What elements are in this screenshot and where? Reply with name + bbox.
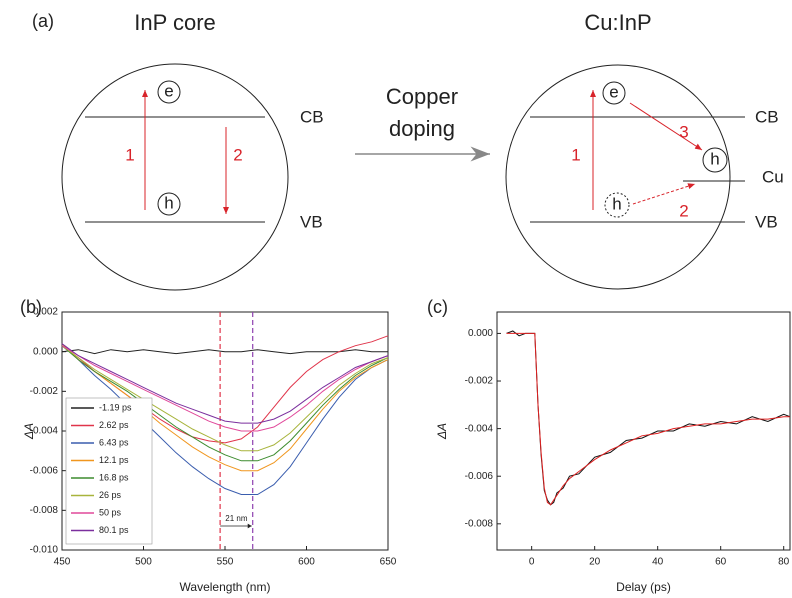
x-axis-label: Wavelength (nm): [180, 580, 271, 594]
plot-frame: [496, 311, 791, 551]
recombination-arrow: [632, 183, 696, 205]
y-tick-label: -0.006: [30, 465, 59, 476]
y-tick-label: 0.000: [468, 328, 493, 339]
label: 3: [679, 122, 688, 141]
y-tick-label: 0.000: [33, 346, 58, 357]
electron: [157, 80, 181, 104]
y-tick-label: -0.008: [465, 518, 494, 529]
series-line: [506, 332, 790, 506]
series-line: [61, 345, 389, 452]
transfer-arrow: [629, 102, 703, 151]
legend-label: 6.43 ps: [99, 437, 129, 447]
panel-label: (c): [427, 297, 448, 317]
arrow-label: Copper: [386, 84, 458, 109]
x-tick-label: 600: [298, 557, 315, 568]
title: Cu:InP: [584, 10, 651, 35]
series-line: [61, 349, 388, 355]
legend-label: 50 ps: [99, 507, 122, 517]
panel-label: (a): [32, 11, 54, 31]
y-tick-label: -0.006: [465, 471, 494, 482]
diagram-text: (a) InP core Cu:InP Copper doping e h 1 …: [32, 10, 784, 232]
label: e: [164, 81, 173, 100]
x-tick-label: 60: [715, 557, 727, 568]
legend-label: 2.62 ps: [99, 420, 129, 430]
hole: [702, 147, 728, 173]
series-line: [61, 345, 389, 432]
nanocrystal: [505, 64, 731, 290]
x-tick-label: 80: [778, 557, 790, 568]
legend-label: -1.19 ps: [99, 402, 132, 412]
x-tick-label: 20: [589, 557, 601, 568]
arrow-label: doping: [389, 116, 455, 141]
y-tick-label: -0.008: [30, 505, 59, 516]
legend-box: [65, 397, 153, 545]
label: 2: [233, 145, 242, 164]
label: e: [609, 82, 618, 101]
x-tick-label: 0: [529, 557, 535, 568]
y-tick-label: -0.010: [30, 545, 59, 556]
y-tick-label: -0.002: [30, 386, 59, 397]
label: h: [612, 194, 621, 213]
title: InP core: [134, 10, 216, 35]
label: h: [164, 193, 173, 212]
x-tick-label: 500: [135, 557, 152, 568]
label: VB: [755, 212, 778, 231]
legend-label: 26 ps: [99, 490, 122, 500]
label: Cu: [762, 167, 784, 186]
x-tick-label: 40: [652, 557, 664, 568]
legend-label: 12.1 ps: [99, 455, 129, 465]
label: 1: [571, 145, 580, 164]
series-line: [506, 330, 791, 506]
series-line: [61, 345, 389, 462]
y-axis-label: ΔA: [435, 423, 449, 440]
y-tick-label: -0.004: [465, 423, 494, 434]
panel-label: (b): [20, 297, 42, 317]
label: h: [710, 149, 719, 168]
diagram: [61, 63, 745, 291]
label: 2: [679, 201, 688, 220]
label: 1: [125, 145, 134, 164]
series-line: [61, 343, 389, 424]
y-tick-label: -0.004: [30, 426, 59, 437]
x-tick-label: 650: [380, 557, 397, 568]
annotation: 21 nm: [225, 514, 248, 523]
nanocrystal: [61, 63, 289, 291]
hole: [157, 192, 181, 216]
hole: [604, 192, 630, 218]
label: VB: [300, 212, 323, 231]
legend-label: 80.1 ps: [99, 525, 129, 535]
x-tick-label: 550: [217, 557, 234, 568]
label: CB: [300, 107, 324, 126]
y-axis-label: ΔA: [22, 423, 36, 440]
electron: [602, 81, 626, 105]
series-line: [61, 343, 389, 495]
label: CB: [755, 107, 779, 126]
legend-label: 16.8 ps: [99, 472, 129, 482]
x-axis-label: Delay (ps): [616, 580, 671, 594]
y-tick-label: -0.002: [465, 376, 494, 387]
y-tick-label: 0.002: [33, 307, 58, 318]
series-line: [61, 343, 389, 472]
x-tick-label: 450: [54, 557, 71, 568]
